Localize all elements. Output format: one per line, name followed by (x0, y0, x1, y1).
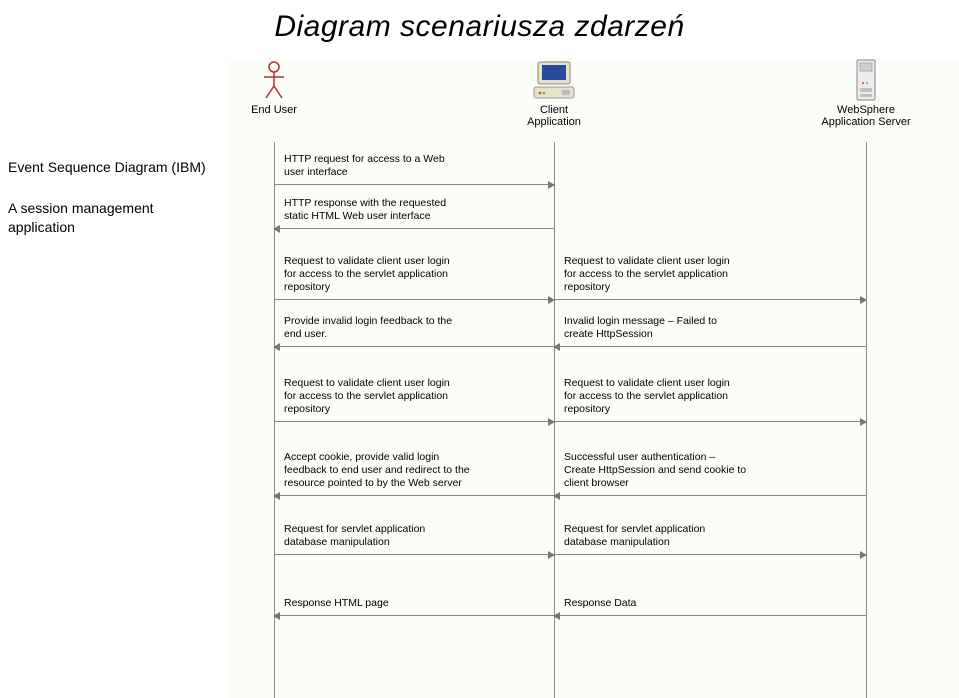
message-arrow (274, 495, 554, 496)
message-text: HTTP request for access to a Web user in… (284, 153, 550, 179)
message-arrow (554, 299, 866, 300)
message-text: Request to validate client user login fo… (284, 377, 550, 416)
message-text: HTTP response with the requested static … (284, 197, 550, 223)
message: Response Data (554, 615, 866, 616)
computer-icon (532, 60, 576, 105)
message-text: Successful user authentication – Create … (564, 451, 862, 490)
message-text: Request for servlet application database… (564, 523, 862, 549)
layout: Event Sequence Diagram (IBM) A session m… (0, 58, 959, 698)
message-arrow (554, 615, 866, 616)
message-text: Invalid login message – Failed to create… (564, 315, 862, 341)
stick-figure-icon (261, 60, 287, 105)
message-text: Response Data (564, 597, 862, 610)
message: Request to validate client user login fo… (554, 299, 866, 300)
actor-label: Client Application (484, 104, 624, 128)
message-arrow (274, 346, 554, 347)
sequence-diagram: End UserClient ApplicationWebSphere Appl… (226, 58, 959, 698)
message: Request for servlet application database… (274, 554, 554, 555)
message-arrow (554, 554, 866, 555)
message-arrow (274, 554, 554, 555)
message-text: Request to validate client user login fo… (564, 255, 862, 294)
message: Provide invalid login feedback to the en… (274, 346, 554, 347)
side-line-1: Event Sequence Diagram (IBM) (8, 158, 218, 177)
message: Invalid login message – Failed to create… (554, 346, 866, 347)
message-arrow (274, 299, 554, 300)
message-arrow (554, 346, 866, 347)
message-arrow (554, 495, 866, 496)
message: HTTP response with the requested static … (274, 228, 554, 229)
message: Request for servlet application database… (554, 554, 866, 555)
message-arrow (554, 421, 866, 422)
message-arrow (274, 421, 554, 422)
message-text: Response HTML page (284, 597, 550, 610)
page-title: Diagram scenariusza zdarzeń (0, 10, 959, 44)
actor-label: WebSphere Application Server (796, 104, 936, 128)
message-arrow (274, 228, 554, 229)
actor-label: End User (204, 104, 344, 116)
server-icon (855, 58, 877, 107)
side-line-2: A session management application (8, 199, 218, 237)
message-arrow (274, 184, 554, 185)
message: Successful user authentication – Create … (554, 495, 866, 496)
message: HTTP request for access to a Web user in… (274, 184, 554, 185)
message-arrow (274, 615, 554, 616)
message-text: Request for servlet application database… (284, 523, 550, 549)
message-text: Request to validate client user login fo… (564, 377, 862, 416)
message-text: Provide invalid login feedback to the en… (284, 315, 550, 341)
message-text: Request to validate client user login fo… (284, 255, 550, 294)
message-text: Accept cookie, provide valid login feedb… (284, 451, 550, 490)
message: Request to validate client user login fo… (274, 299, 554, 300)
message: Accept cookie, provide valid login feedb… (274, 495, 554, 496)
message: Request to validate client user login fo… (274, 421, 554, 422)
side-text: Event Sequence Diagram (IBM) A session m… (0, 58, 226, 698)
message: Request to validate client user login fo… (554, 421, 866, 422)
message: Response HTML page (274, 615, 554, 616)
